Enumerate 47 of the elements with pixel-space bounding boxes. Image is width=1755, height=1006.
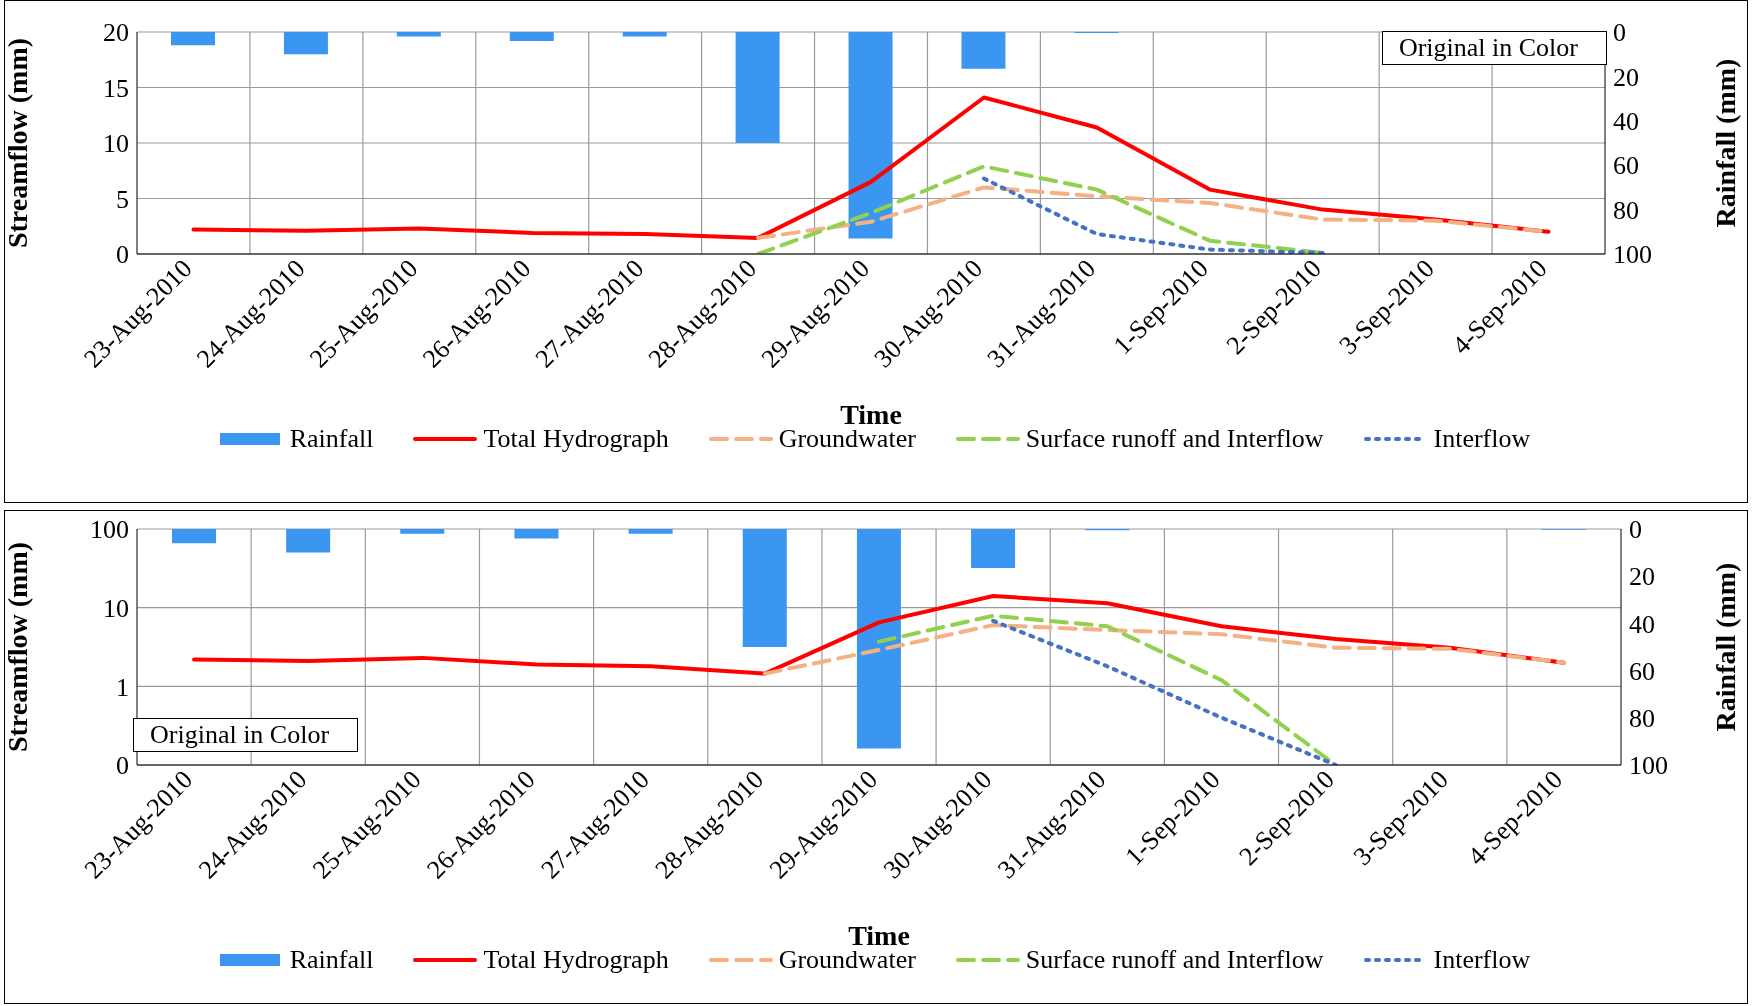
y-axis-title: Streamflow (mm) (1, 541, 33, 753)
legend-label: Surface runoff and Interflow (1025, 945, 1324, 975)
bar (622, 32, 667, 37)
y2-tick-label: 0 (1613, 18, 1626, 48)
bar (848, 32, 893, 239)
y-tick-label: 0 (116, 240, 129, 270)
line-series (191, 95, 1551, 240)
legend-label: Rainfall (289, 945, 374, 975)
y2-tick-label: 40 (1613, 107, 1639, 137)
y2-tick-label: 20 (1613, 62, 1639, 92)
y-tick-label: 10 (103, 129, 129, 159)
legend-label: Surface runoff and Interflow (1025, 424, 1324, 454)
bar (396, 32, 441, 37)
y-axis-title: Streamflow (mm) (1, 37, 33, 249)
line-series (762, 623, 1566, 676)
bar (961, 32, 1006, 69)
y-tick-label: 1 (116, 672, 129, 702)
y2-axis-title: Rainfall (mm) (1709, 58, 1741, 228)
y2-tick-label: 100 (1629, 751, 1668, 781)
y2-tick-label: 60 (1613, 151, 1639, 181)
y-tick-label: 100 (90, 515, 129, 545)
legend-label: Rainfall (289, 424, 374, 454)
legend-label: Total Hydrograph (483, 945, 669, 975)
y2-axis-title: Rainfall (mm) (1709, 562, 1741, 732)
line-series (981, 176, 1325, 254)
legend-label: Interflow (1433, 945, 1531, 975)
y2-tick-label: 0 (1629, 515, 1642, 545)
legend-label: Total Hydrograph (483, 424, 669, 454)
y2-tick-label: 80 (1613, 195, 1639, 225)
y-tick-label: 5 (116, 184, 129, 214)
legend-label: Interflow (1433, 424, 1531, 454)
y2-tick-label: 20 (1629, 562, 1655, 592)
annotation: Original in Color (1381, 31, 1607, 65)
y-tick-label: 0 (116, 751, 129, 781)
bar (283, 32, 328, 55)
bar (735, 32, 780, 143)
bar (171, 32, 215, 46)
y2-tick-label: 100 (1613, 240, 1652, 270)
bar (509, 32, 554, 41)
y2-tick-label: 60 (1629, 656, 1655, 686)
y-tick-label: 15 (103, 73, 129, 103)
y-tick-label: 20 (103, 18, 129, 48)
y2-tick-label: 40 (1629, 609, 1655, 639)
annotation: Original in Color (133, 718, 359, 752)
line-series (991, 618, 1338, 765)
y2-tick-label: 80 (1629, 704, 1655, 734)
y-tick-label: 10 (103, 593, 129, 623)
